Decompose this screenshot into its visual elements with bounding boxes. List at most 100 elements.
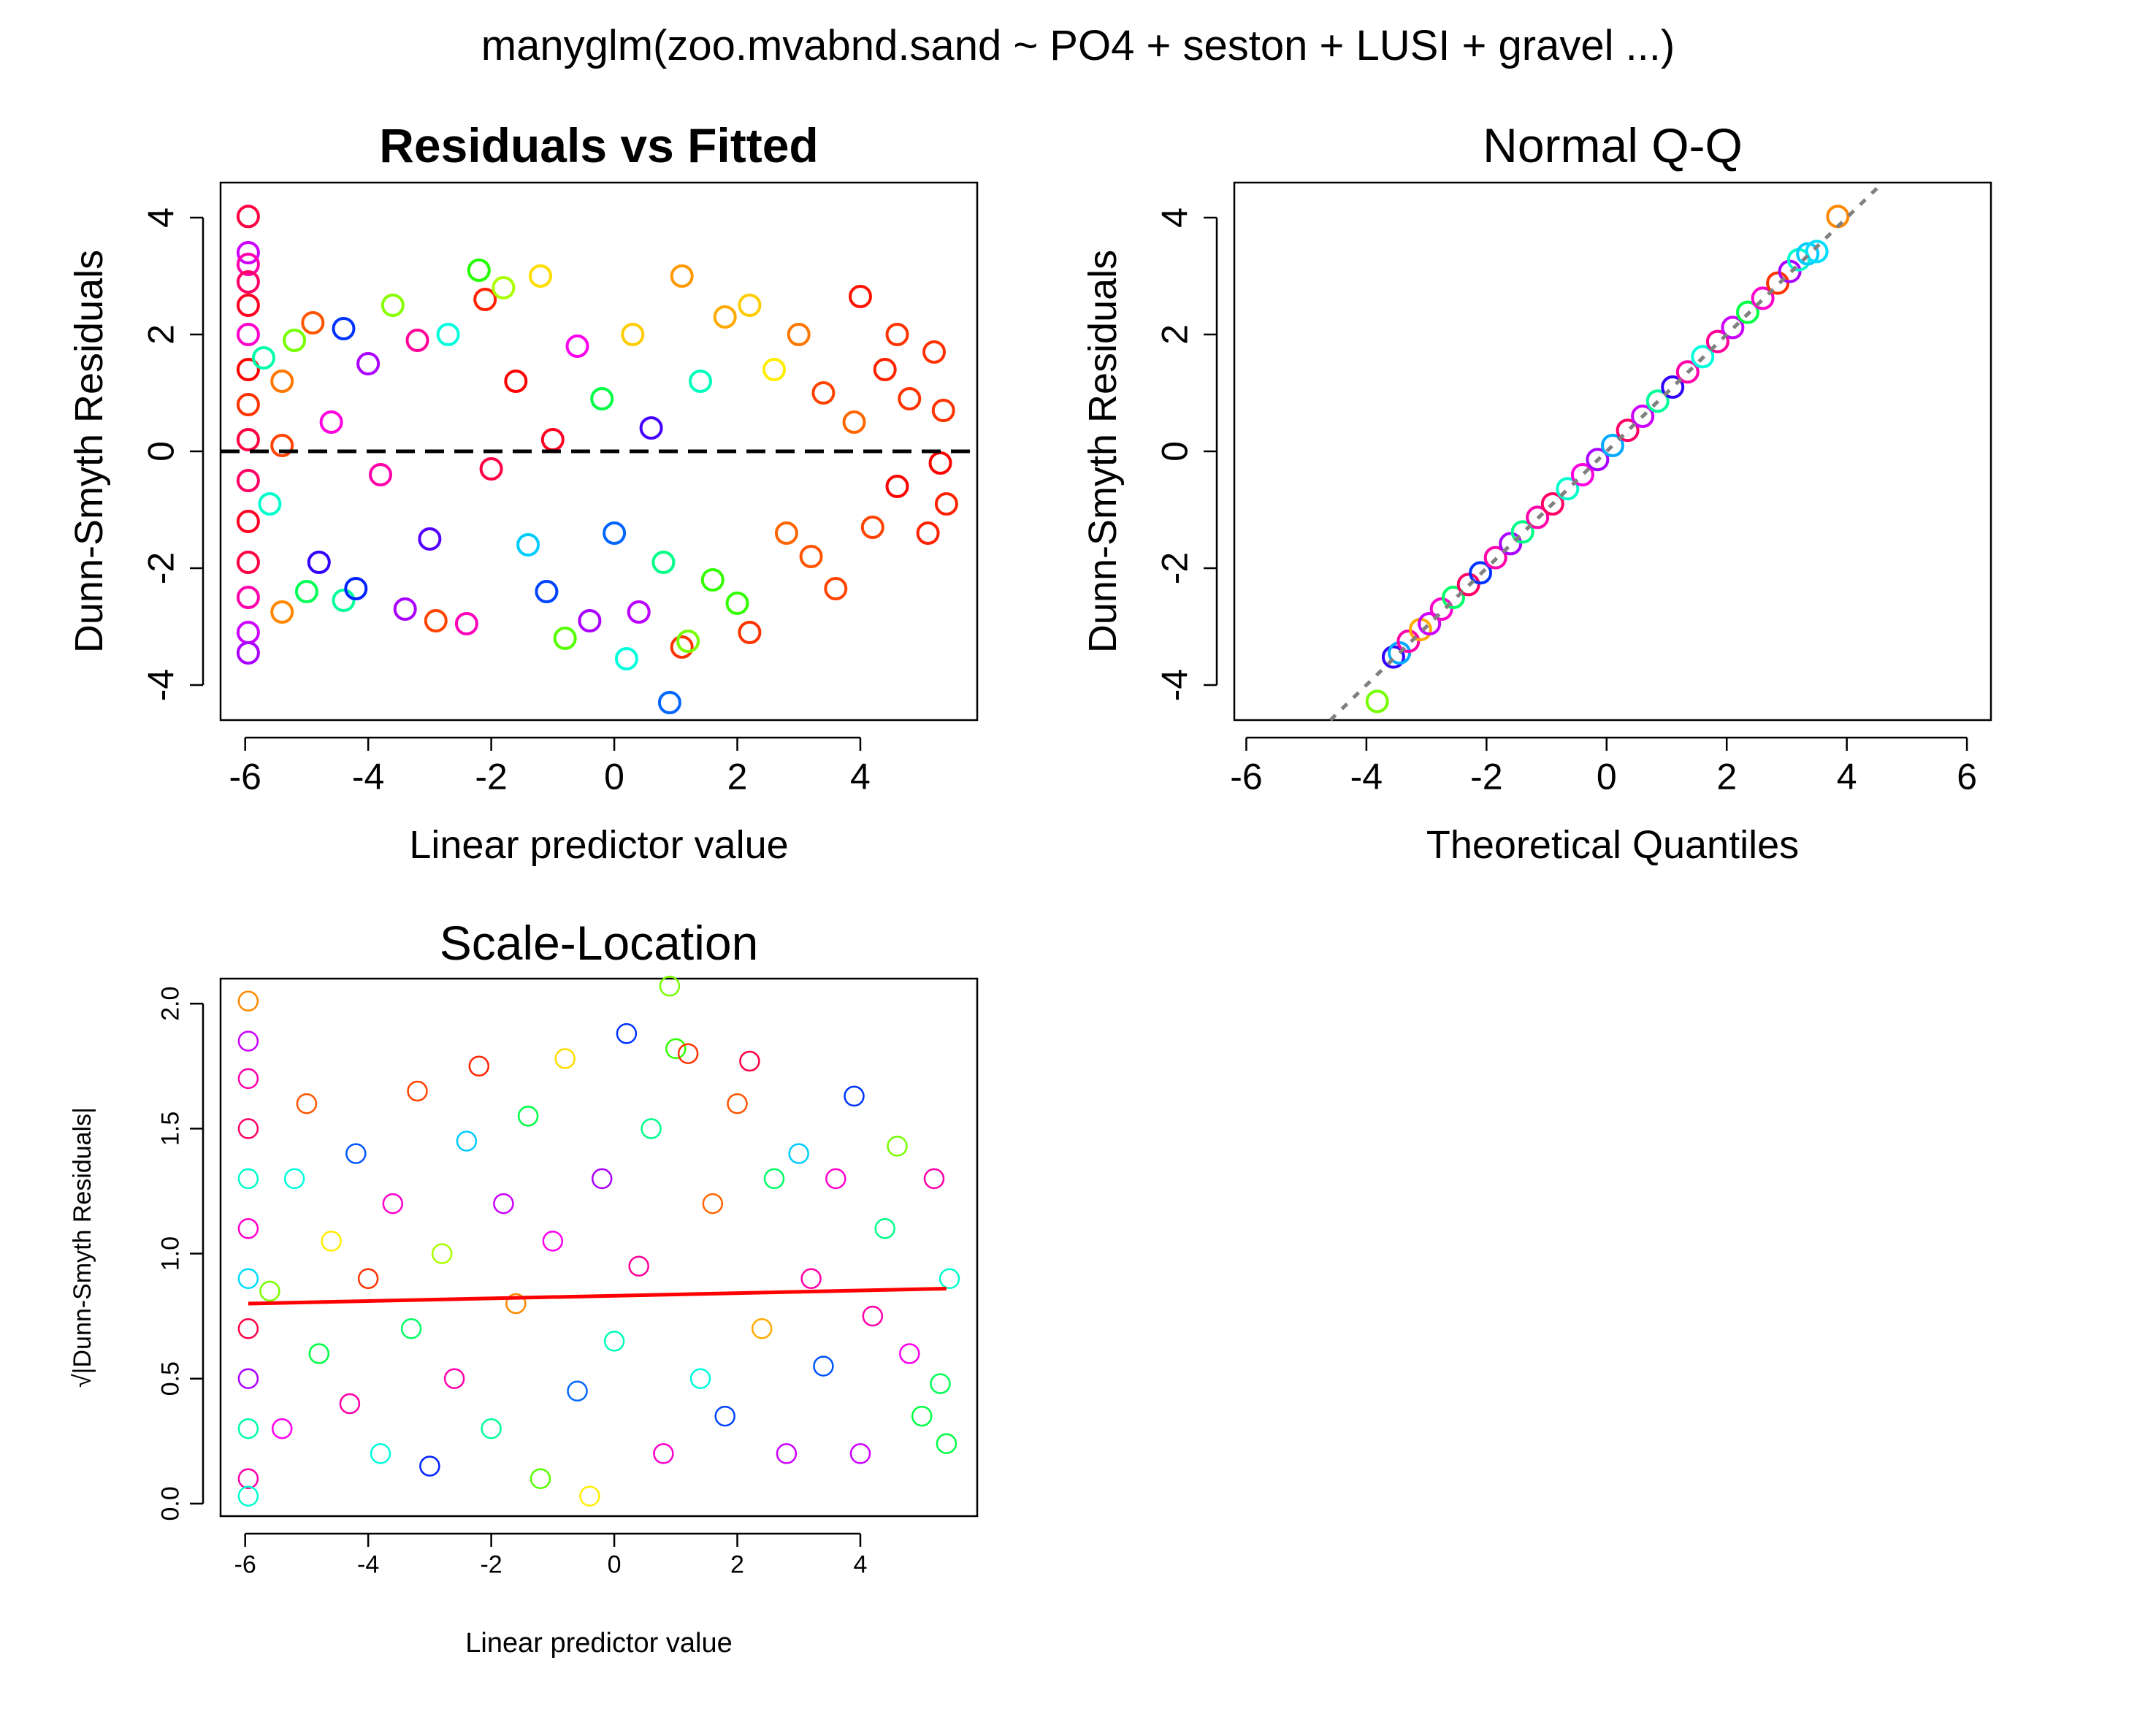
data-point [898,387,922,410]
data-point [677,1043,699,1064]
data-point [237,1485,259,1507]
data-point [714,1405,735,1427]
x-tick-label: 4 [854,1551,868,1579]
data-point [800,1268,822,1290]
x-tick-label: 4 [850,757,871,798]
data-point [236,323,260,346]
data-point [1456,573,1480,597]
data-point [393,597,417,621]
data-point [788,1143,809,1164]
data-point [236,621,260,644]
data-point [332,589,356,612]
data-point [787,323,811,346]
smoother-line [248,1286,947,1306]
x-tick-label: 2 [727,757,748,798]
x-tick-label: -4 [357,1551,379,1579]
x-tick-label: -2 [475,757,507,798]
data-point [271,1418,293,1439]
x-tick-label: 2 [730,1551,744,1579]
plot-title: Residuals vs Fitted [379,118,819,172]
data-point [930,1373,951,1394]
data-point [844,1085,865,1107]
data-point [639,416,663,440]
data-point [237,1030,259,1052]
data-point [1826,204,1850,229]
data-point [862,1305,884,1327]
data-point [258,492,282,516]
data-point [382,1193,404,1215]
data-point [1499,532,1523,556]
x-tick-label: -6 [234,1551,256,1579]
data-point [1691,345,1715,369]
panel-residuals-vs-fitted: Residuals vs Fitted Linear predictor val… [67,118,979,867]
y-axis: -4 -2 0 2 4 [1155,207,1218,701]
data-point [849,1443,871,1464]
data-point [916,521,940,545]
data-point [431,1243,453,1264]
data-point [911,1405,933,1427]
x-tick-label: 2 [1716,757,1737,798]
data-point [774,521,798,545]
data-point [1526,505,1550,529]
panel-scale-location: Scale-Location Linear predictor value √|… [69,916,979,1659]
panel-normal-qq: Normal Q-Q Theoretical Quantiles Dunn-Sm… [1081,118,1992,867]
data-point [1736,300,1759,324]
data-point [237,1268,259,1290]
data-point [493,1193,514,1215]
data-point [236,551,260,574]
data-point [237,1118,259,1139]
y-tick-label: -2 [141,552,182,584]
data-point [237,1468,259,1489]
data-point [621,323,645,346]
figure-title: manyglm(zoo.mvabnd.sand ~ PO4 + seston +… [481,22,1675,69]
data-point [517,1106,539,1127]
data-point [473,288,497,311]
data-point [776,1443,798,1464]
x-axis: -6 -4 -2 0 2 4 [234,1532,868,1579]
data-point [763,1168,785,1190]
data-point [237,1068,259,1090]
data-point [236,393,260,416]
plot-frame [219,977,979,1518]
data-point [270,434,294,457]
plot-title: Scale-Location [440,916,759,970]
data-point [1556,477,1580,501]
y-axis-label: Dunn-Smyth Residuals [1081,250,1125,653]
data-point [296,1093,318,1114]
data-point [307,551,331,574]
data-point [923,1168,945,1190]
data-point [1586,448,1610,472]
data-point [407,1080,428,1102]
y-axis-label: Dunn-Smyth Residuals [67,250,111,653]
data-point [481,1418,502,1439]
data-point [885,475,909,498]
data-point [725,592,749,615]
data-point [825,1168,846,1190]
y-tick-label: -4 [1155,669,1196,701]
data-point [603,521,627,545]
data-point [400,1318,422,1339]
x-tick-label: -6 [229,757,261,798]
y-tick-label: -2 [1155,552,1196,584]
data-point [670,635,694,659]
data-point [928,451,952,475]
data-point [553,627,577,650]
data-point [1396,630,1421,653]
data-point [443,1368,465,1389]
data-point [236,204,260,229]
data-point [659,976,681,997]
x-tick-label: 4 [1837,757,1857,798]
data-point [357,1268,379,1290]
data-point [811,381,836,405]
data-point [1601,434,1624,457]
data-point [849,285,872,308]
plot-area [237,976,960,1507]
data-point [934,492,958,516]
data-point [689,1368,711,1389]
data-point [1661,375,1685,399]
x-tick-label: -2 [480,1551,502,1579]
data-point [842,410,866,434]
data-point [405,329,429,352]
data-point [252,346,275,370]
data-point [603,1331,625,1352]
